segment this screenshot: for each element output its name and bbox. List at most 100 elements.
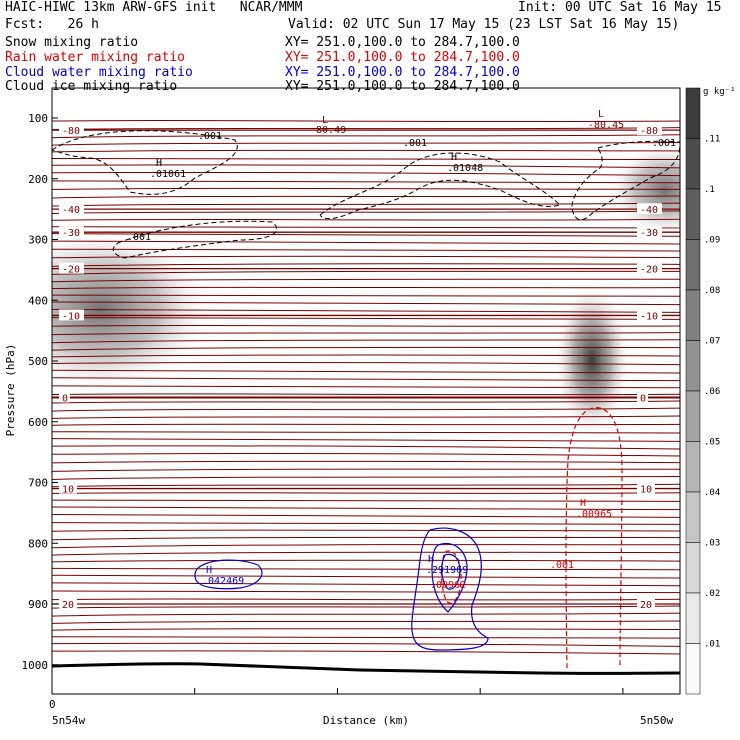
colorbar-swatch	[685, 289, 701, 341]
colorbar-tick-label: .11	[704, 135, 720, 145]
y-tick-label: 200	[28, 173, 48, 186]
isotherm-label-left: -40	[62, 205, 80, 216]
isotherm-label-right: 10	[640, 485, 652, 496]
isotherm-line	[52, 445, 680, 450]
colorbar-tick-label: .07	[704, 337, 720, 347]
isotherm-line	[52, 187, 680, 190]
y-tick-label: 300	[28, 234, 48, 247]
isotherm-line	[52, 278, 680, 283]
colorbar-tick-label: .08	[704, 286, 720, 296]
isotherm-line	[52, 385, 680, 389]
isotherm-line	[52, 393, 680, 396]
colorbar-swatch	[685, 340, 701, 392]
y-tick-label: 600	[28, 416, 48, 429]
colorbar-swatch	[685, 390, 701, 442]
isotherm-line	[52, 437, 680, 442]
isotherm-label-right: -30	[640, 228, 658, 239]
colorbar-tick-label: .09	[704, 236, 720, 246]
cloud-water-contour-left	[194, 559, 263, 590]
isotherm-line	[52, 225, 680, 229]
colorbar-swatch	[685, 87, 701, 139]
y-axis: 100 200 300 400 500 600 700 800 900 1000	[22, 112, 58, 672]
isotherm-labeled-line	[52, 267, 680, 270]
isotherm-line	[52, 628, 680, 631]
colorbar-tick-label: .1	[704, 185, 715, 195]
ice-high-label-1: H	[156, 158, 162, 169]
isotherm-line	[52, 218, 680, 221]
isotherm-label-left: -30	[62, 228, 80, 239]
rain-water-contours	[440, 407, 623, 669]
colorbar-swatch	[685, 188, 701, 240]
isotherm-label-bg	[59, 482, 77, 494]
colorbar-swatch	[685, 542, 701, 594]
isotherm-line	[52, 468, 680, 472]
low-value-1: -80.49	[310, 125, 346, 136]
field-rain-xy: XY= 251.0,100.0 to 284.7,100.0	[285, 50, 520, 65]
isotherm-labeled-line	[52, 487, 680, 490]
isotherm-label-bg	[59, 124, 84, 136]
ice-high-value-2: .01048	[447, 163, 483, 174]
cloud-high-label-2: H	[428, 554, 434, 565]
isotherm-line	[52, 286, 680, 290]
colorbar-tick-label: .06	[704, 387, 720, 397]
colorbar-swatch	[685, 441, 701, 493]
isotherm-line	[52, 605, 680, 609]
isotherm-label-right: -20	[640, 265, 658, 276]
colorbar-swatch	[685, 138, 701, 190]
isotherm-line	[52, 354, 680, 358]
isotherm-line	[52, 324, 680, 327]
x-zero-label: 0	[49, 698, 56, 711]
isotherm-label-bg	[59, 391, 70, 403]
isotherm-line	[52, 270, 680, 275]
terrain-line	[51, 662, 681, 675]
isotherm-line	[52, 551, 680, 556]
colorbar-tick-label: .01	[704, 640, 720, 650]
rain-contour-outer	[565, 407, 623, 669]
cloud-water-contour-inner2	[441, 553, 461, 590]
isotherm-line	[52, 127, 680, 131]
cloud-water-contours	[194, 527, 489, 651]
cloud-water-contour-inner1	[431, 543, 468, 613]
isotherm-line	[52, 119, 680, 123]
isotherm-line	[52, 567, 680, 571]
ice-contour-label-1: .001	[198, 131, 222, 142]
ice-contour-mid	[319, 152, 561, 220]
isotherm-labeled-line	[52, 314, 680, 317]
isotherm-line	[52, 460, 680, 464]
cloud-ice-contours	[51, 130, 681, 259]
isotherm-label-right: 0	[640, 393, 646, 404]
snow-blob-mid	[554, 285, 630, 435]
isotherm-line	[52, 233, 680, 237]
colorbar-tick-label: .04	[704, 488, 720, 498]
cloud-water-contour-outer	[411, 527, 489, 651]
ice-contour-label-3: .001	[403, 138, 427, 149]
isotherm-line	[52, 195, 680, 199]
ice-contour-right	[571, 140, 681, 221]
isotherm-line	[52, 635, 680, 639]
isotherm-labeled-line	[52, 603, 680, 605]
colorbar-tick-label: .03	[704, 539, 720, 549]
isotherm-line	[52, 149, 680, 153]
isotherm-line	[52, 483, 680, 488]
isotherm-line	[52, 642, 680, 647]
isotherm-label-bg	[637, 391, 648, 403]
isotherm-line	[52, 521, 680, 525]
ice-contour-left-upper	[51, 130, 238, 195]
isotherm-line	[52, 171, 680, 177]
isotherm-label-bg	[637, 262, 662, 274]
y-tick-label: 100	[28, 112, 48, 125]
isotherm-label-bg	[59, 262, 84, 274]
isotherm-line	[52, 620, 680, 624]
rain-high-value-2: .00965	[576, 509, 612, 520]
isotherm-line	[52, 400, 680, 404]
isotherm-label-bg	[59, 226, 84, 238]
cloud-high-value-2: .291969	[426, 565, 468, 576]
isotherm-line	[52, 301, 680, 306]
isotherm-label-bg	[637, 482, 655, 494]
field-rain-name: Rain water mixing ratio	[5, 50, 186, 65]
isotherm-line	[52, 134, 680, 139]
isotherm-label-bg	[59, 309, 84, 321]
colorbar-tick-label: .02	[704, 589, 720, 599]
ice-contour-label-4: .001	[652, 138, 676, 149]
ice-contour-left-lower	[112, 220, 278, 259]
